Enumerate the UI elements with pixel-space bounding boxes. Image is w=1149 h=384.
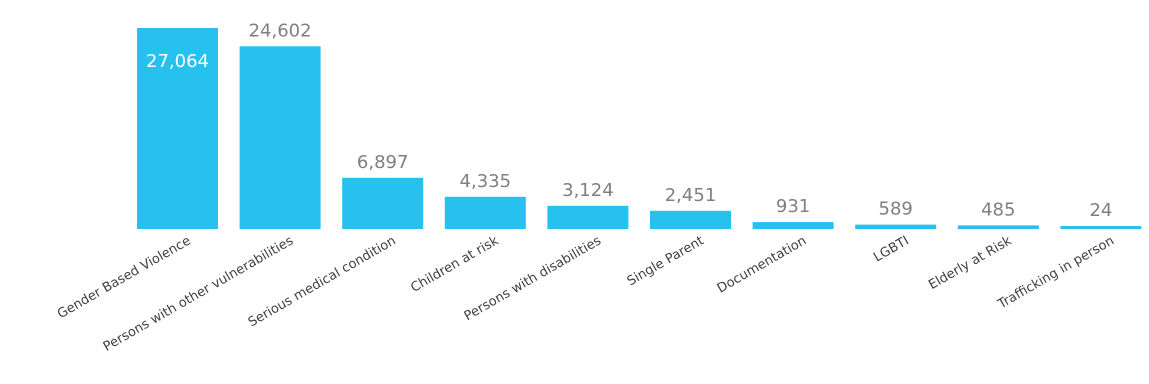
value-label: 3,124 xyxy=(562,180,614,201)
value-label: 589 xyxy=(879,199,913,220)
category-label: Children at risk xyxy=(408,233,501,296)
bar xyxy=(137,28,218,229)
value-label: 24,602 xyxy=(249,20,312,41)
bar xyxy=(444,196,526,229)
category-label: LGBTI xyxy=(871,233,911,265)
category-label: Documentation xyxy=(715,233,809,296)
value-label: 2,451 xyxy=(665,185,717,206)
bar xyxy=(342,177,424,229)
value-label: 24 xyxy=(1089,200,1112,221)
value-label: 6,897 xyxy=(357,152,409,173)
bar xyxy=(957,225,1039,229)
bar xyxy=(855,224,937,229)
category-label: Single Parent xyxy=(625,233,707,289)
bar xyxy=(752,222,834,229)
value-label: 931 xyxy=(776,196,810,217)
bar xyxy=(650,210,731,229)
value-label: 4,335 xyxy=(460,171,512,192)
value-label: 27,064 xyxy=(146,51,209,72)
category-label: Elderly at Risk xyxy=(926,233,1014,293)
bar xyxy=(1060,226,1142,229)
value-label: 485 xyxy=(981,199,1015,220)
bars-group xyxy=(137,28,1142,229)
bar xyxy=(547,205,629,229)
category-label: Persons with other vulnerabilities xyxy=(101,233,296,354)
bar xyxy=(239,46,321,229)
value-labels-group: 27,064 24,602 6,897 4,335 3,124 2,451 931 589 48… xyxy=(146,20,1112,221)
